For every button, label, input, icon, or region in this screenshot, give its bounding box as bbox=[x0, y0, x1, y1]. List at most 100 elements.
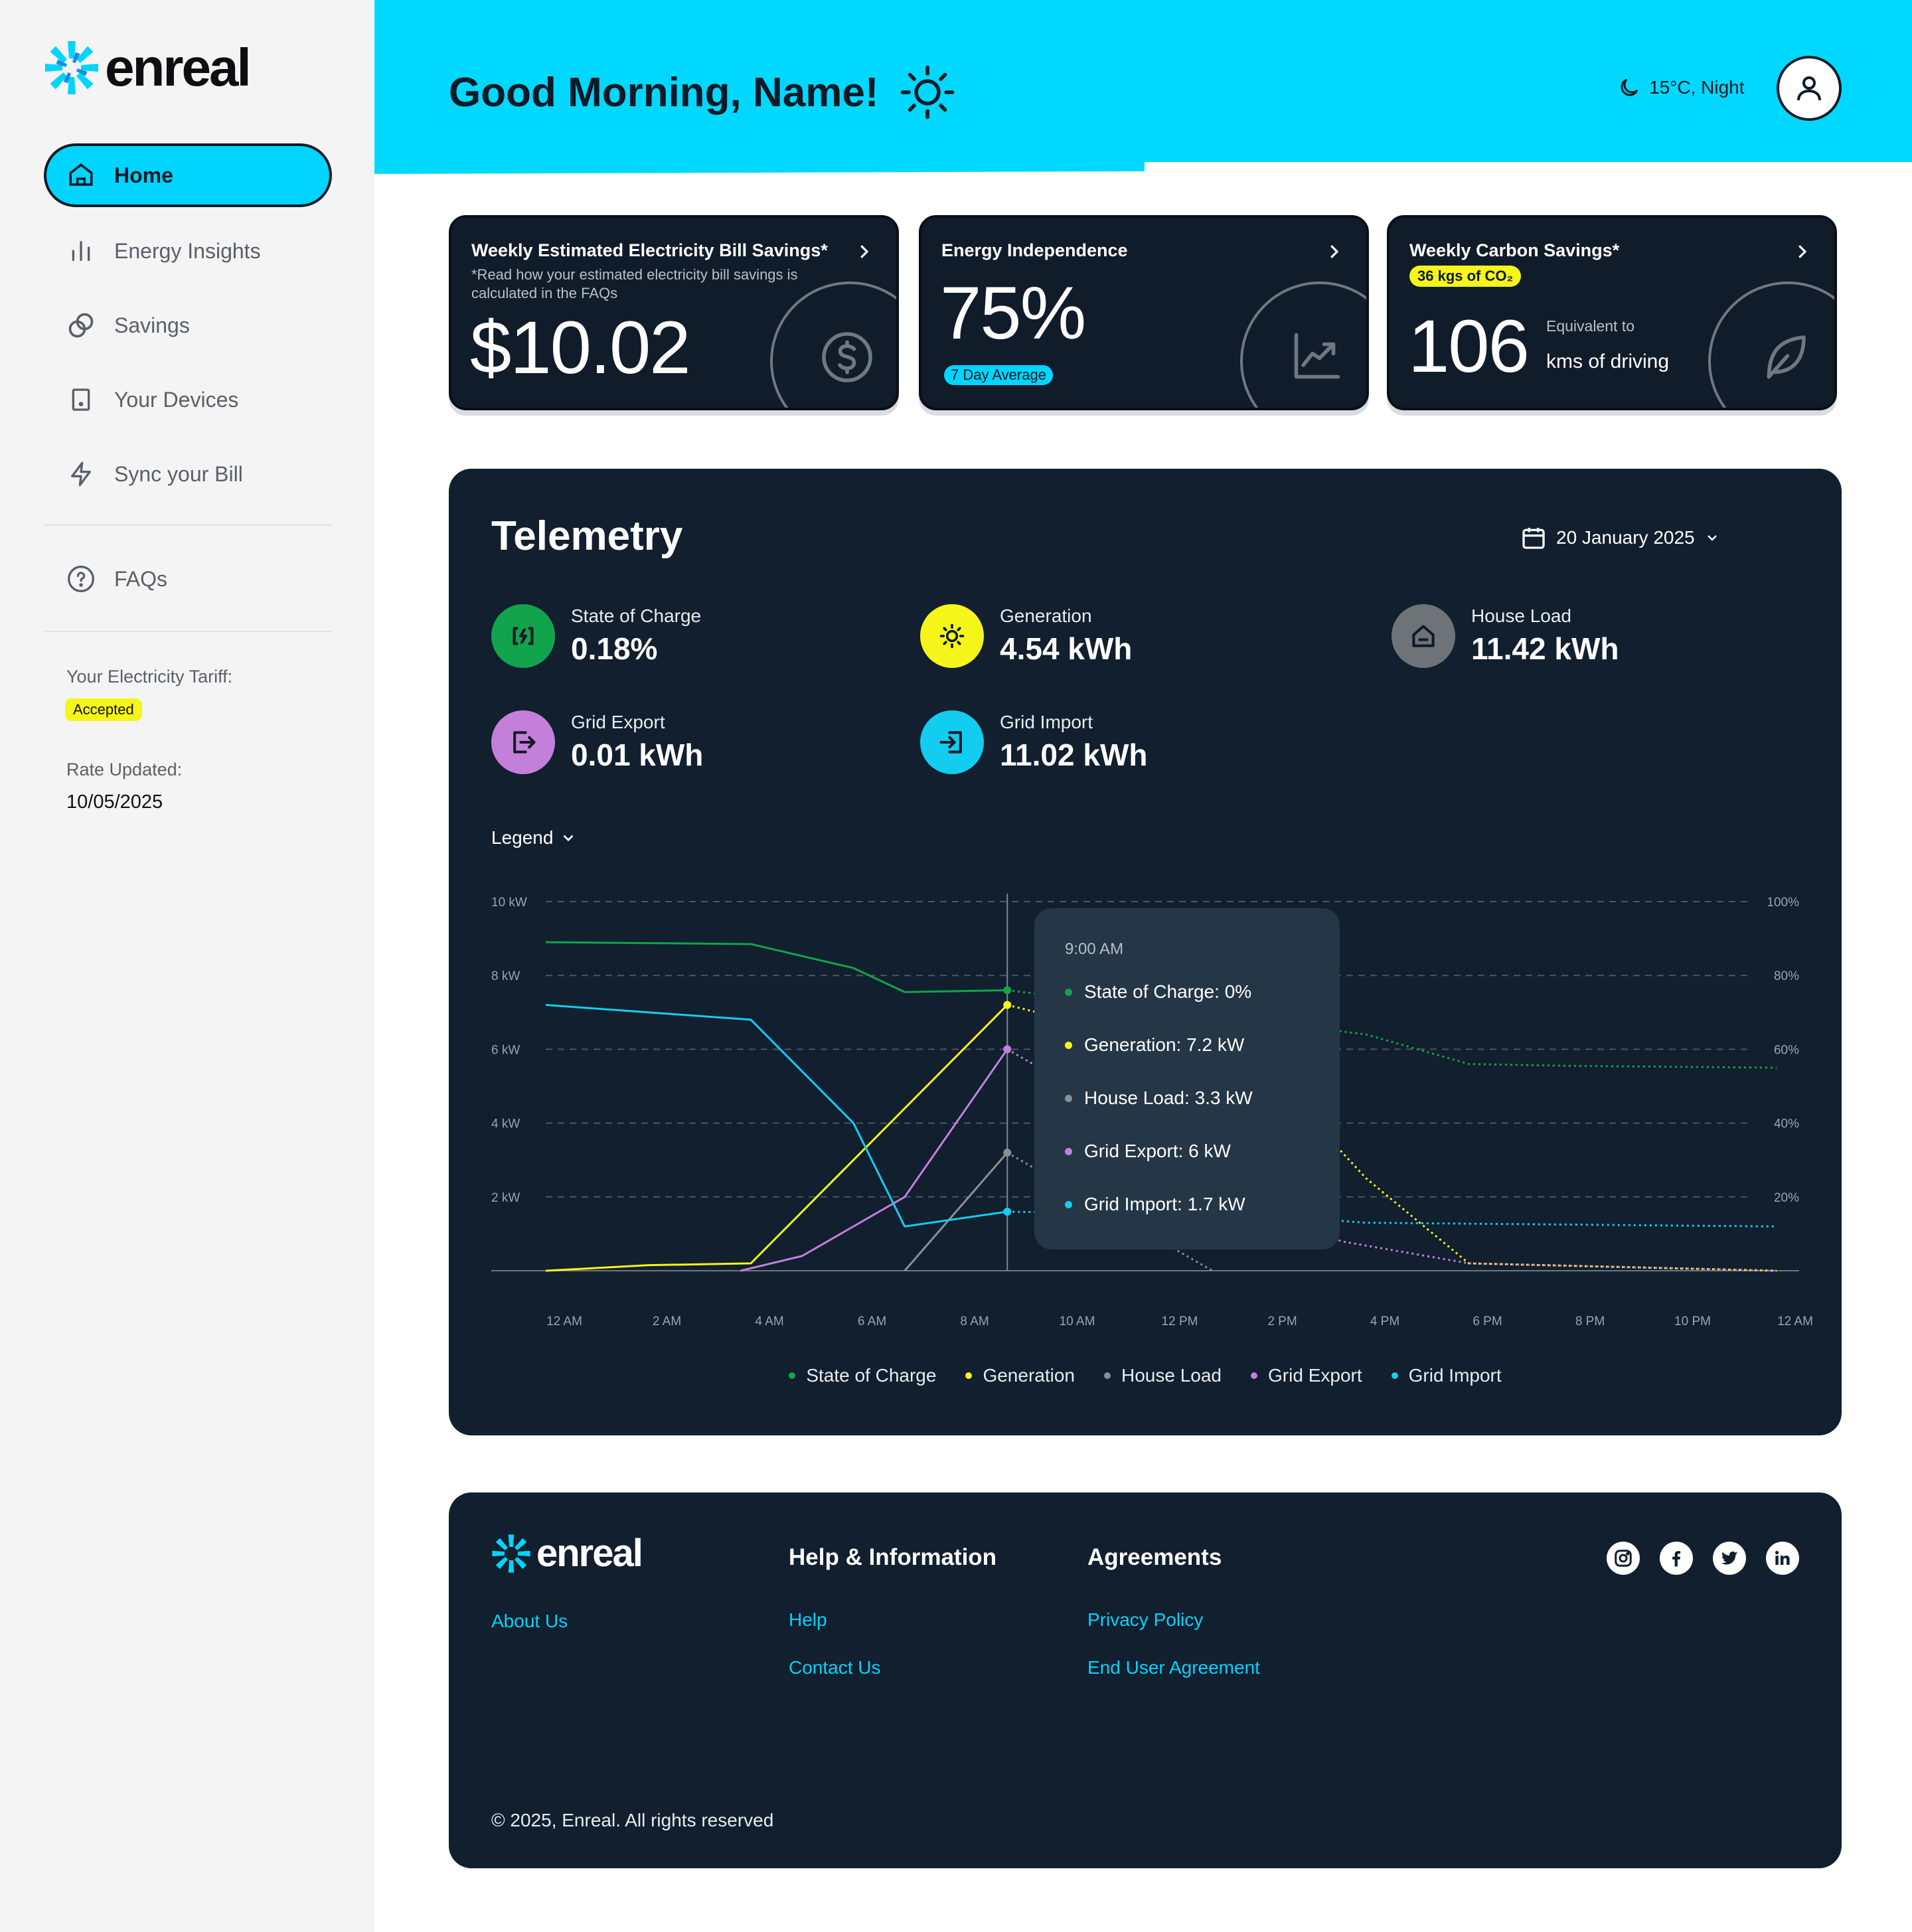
legend-toggle[interactable]: Legend bbox=[491, 827, 577, 848]
energy-independence-card[interactable]: Energy Independence 75% 7 Day Average bbox=[919, 215, 1369, 410]
sidebar-item-label: Home bbox=[114, 163, 173, 187]
legend-item-generation[interactable]: Generation bbox=[965, 1365, 1075, 1386]
carbon-savings-value: 106 bbox=[1408, 305, 1530, 388]
carbon-savings-card[interactable]: Weekly Carbon Savings* 36 kgs of CO₂ 106… bbox=[1387, 215, 1837, 410]
card-decor-circle bbox=[770, 282, 896, 408]
facebook-icon[interactable] bbox=[1660, 1542, 1693, 1575]
tooltip-time: 9:00 AM bbox=[1065, 940, 1124, 958]
moon-icon bbox=[1621, 78, 1638, 96]
x-tick-label: 12 AM bbox=[1777, 1315, 1813, 1328]
sidebar-item-label: Energy Insights bbox=[114, 238, 261, 263]
chevron-right-icon bbox=[1798, 245, 1807, 258]
contact-us-link[interactable]: Contact Us bbox=[789, 1657, 881, 1678]
legend-toggle-label: Legend bbox=[491, 827, 554, 848]
coins-icon bbox=[66, 311, 96, 340]
y-right-tick-label: 40% bbox=[1774, 1117, 1799, 1131]
legend-item-grid-export[interactable]: Grid Export bbox=[1251, 1365, 1362, 1386]
legend-item-grid-import[interactable]: Grid Import bbox=[1391, 1365, 1502, 1386]
enreal-logo-icon bbox=[492, 1534, 530, 1573]
user-avatar-button[interactable] bbox=[1777, 56, 1842, 121]
tooltip-label: House Load: bbox=[1084, 1087, 1190, 1108]
linkedin-icon[interactable] bbox=[1766, 1542, 1799, 1575]
series-dot bbox=[1065, 1094, 1072, 1102]
x-tick-label: 8 AM bbox=[960, 1315, 989, 1328]
series-dot bbox=[1065, 988, 1072, 996]
lightning-icon bbox=[66, 459, 96, 489]
brand-name: enreal bbox=[105, 38, 252, 97]
sidebar-item-your-devices[interactable]: Your Devices bbox=[44, 368, 332, 432]
card-decor-circle bbox=[1240, 282, 1366, 408]
tooltip-row: Generation: 7.2 kW bbox=[1065, 1034, 1244, 1056]
metric-label: Grid Export bbox=[571, 712, 665, 732]
chart-tooltip: 9:00 AM State of Charge: 0% Generation: … bbox=[1034, 908, 1340, 1249]
sidebar-divider bbox=[44, 631, 332, 632]
twitter-icon[interactable] bbox=[1713, 1542, 1746, 1575]
series-dot bbox=[1065, 1147, 1072, 1155]
legend-item-house-load[interactable]: House Load bbox=[1104, 1365, 1222, 1386]
sidebar-item-home[interactable]: Home bbox=[44, 143, 332, 207]
chevron-down-icon bbox=[1707, 535, 1717, 541]
x-tick-label: 12 PM bbox=[1162, 1315, 1198, 1328]
bill-savings-card[interactable]: Weekly Estimated Electricity Bill Saving… bbox=[449, 215, 899, 410]
about-us-link[interactable]: About Us bbox=[491, 1611, 568, 1631]
metric-generation: Generation 4.54 kWh bbox=[920, 604, 1132, 668]
legend-label: House Load bbox=[1121, 1365, 1222, 1386]
tooltip-value: 6 kW bbox=[1188, 1141, 1231, 1161]
footer-brand-name: enreal bbox=[536, 1532, 643, 1575]
chevron-right-icon bbox=[860, 245, 869, 258]
y-right-tick-label: 60% bbox=[1774, 1043, 1799, 1057]
weather-status: 15°C, Night bbox=[1617, 76, 1745, 100]
series-line-state-of-charge bbox=[545, 941, 1008, 993]
tooltip-value: 1.7 kW bbox=[1187, 1194, 1245, 1214]
y-left-tick-label: 4 kW bbox=[491, 1117, 520, 1131]
selected-date: 20 January 2025 bbox=[1556, 527, 1695, 548]
y-right-tick-label: 80% bbox=[1774, 969, 1799, 983]
y-left-tick-label: 6 kW bbox=[491, 1043, 520, 1057]
metric-state-of-charge: State of Charge 0.18% bbox=[491, 604, 701, 668]
card-title: Energy Independence bbox=[941, 240, 1128, 260]
tooltip-value: 7.2 kW bbox=[1186, 1034, 1245, 1055]
y-left-tick-label: 10 kW bbox=[491, 896, 527, 910]
trend-chart-icon bbox=[1294, 333, 1340, 379]
sidebar-item-energy-insights[interactable]: Energy Insights bbox=[44, 219, 332, 283]
series-dot bbox=[1065, 1200, 1072, 1208]
series-point-state-of-charge bbox=[1003, 986, 1012, 995]
series-dot bbox=[1104, 1372, 1111, 1379]
sidebar-item-sync-bill[interactable]: Sync your Bill bbox=[44, 442, 332, 506]
end-user-agreement-link[interactable]: End User Agreement bbox=[1087, 1657, 1260, 1678]
sidebar-item-savings[interactable]: Savings bbox=[44, 293, 332, 357]
privacy-policy-link[interactable]: Privacy Policy bbox=[1087, 1609, 1204, 1630]
y-left-tick-label: 2 kW bbox=[491, 1191, 520, 1205]
calendar-icon bbox=[1522, 528, 1545, 549]
energy-independence-value: 75% bbox=[940, 272, 1086, 355]
brand-logo[interactable]: enreal bbox=[44, 38, 252, 97]
sun-icon bbox=[920, 604, 984, 668]
tooltip-label: Generation: bbox=[1084, 1034, 1182, 1055]
card-title: Weekly Carbon Savings* bbox=[1409, 240, 1620, 260]
metric-grid-export: Grid Export 0.01 kWh bbox=[491, 710, 703, 774]
bar-chart-icon bbox=[66, 236, 96, 266]
x-tick-label: 4 PM bbox=[1370, 1315, 1399, 1328]
series-point-house-load bbox=[1003, 1149, 1012, 1157]
tooltip-value: 0% bbox=[1224, 981, 1252, 1002]
tooltip-label: Grid Import: bbox=[1084, 1194, 1182, 1214]
chevron-right-icon bbox=[1330, 245, 1339, 258]
instagram-icon[interactable] bbox=[1607, 1542, 1640, 1575]
x-tick-label: 4 AM bbox=[755, 1315, 783, 1328]
footer: enreal About Us Help & Information Help … bbox=[449, 1492, 1842, 1868]
metric-label: House Load bbox=[1471, 605, 1572, 626]
tooltip-row: Grid Export: 6 kW bbox=[1065, 1141, 1231, 1162]
metric-label: Generation bbox=[1000, 605, 1092, 626]
sidebar-item-label: Your Devices bbox=[114, 387, 239, 412]
export-icon bbox=[491, 710, 555, 774]
x-tick-label: 2 PM bbox=[1267, 1315, 1297, 1328]
tooltip-row: State of Charge: 0% bbox=[1065, 981, 1251, 1003]
co2-badge: 36 kgs of CO₂ bbox=[1409, 266, 1522, 287]
footer-logo[interactable]: enreal bbox=[491, 1532, 643, 1575]
date-picker[interactable]: 20 January 2025 bbox=[1520, 524, 1720, 551]
legend-label: Grid Export bbox=[1268, 1365, 1362, 1386]
sidebar-item-faqs[interactable]: FAQs bbox=[44, 547, 332, 611]
legend-item-state-of-charge[interactable]: State of Charge bbox=[789, 1365, 936, 1386]
help-link[interactable]: Help bbox=[789, 1609, 827, 1630]
legend-label: Grid Import bbox=[1408, 1365, 1502, 1386]
